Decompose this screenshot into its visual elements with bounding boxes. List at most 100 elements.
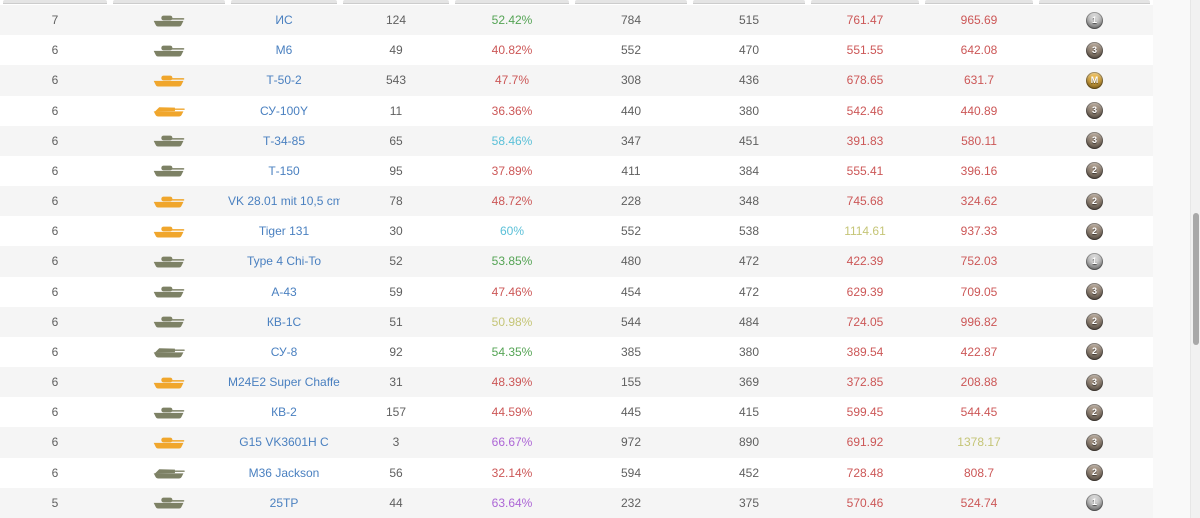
rating2-value: 996.82 <box>960 314 998 329</box>
winrate-value: 47.46% <box>491 284 533 299</box>
tank-name-link[interactable]: Tiger 131 <box>258 224 310 239</box>
battles-value: 52 <box>389 254 403 269</box>
tier-value: 6 <box>51 465 59 480</box>
stat1-value: 155 <box>620 375 642 390</box>
mastery-badge-icon: 2 <box>1086 403 1103 421</box>
tank-name-link[interactable]: Т-34-85 <box>262 133 306 148</box>
column-header-stat1[interactable] <box>575 0 687 4</box>
winrate-value: 60% <box>499 224 525 239</box>
stat1-value: 454 <box>620 284 642 299</box>
mastery-badge-icon: 2 <box>1086 464 1103 482</box>
battles-value: 95 <box>389 163 403 178</box>
mastery-badge-icon: M <box>1086 71 1103 89</box>
rating2-value: 422.87 <box>960 344 998 359</box>
winrate-value: 50.98% <box>491 314 533 329</box>
rating1-value: 391.83 <box>846 133 884 148</box>
stat2-value: 348 <box>738 194 760 209</box>
column-header-winrate[interactable] <box>455 0 569 4</box>
rating2-value: 642.08 <box>960 43 998 58</box>
stat1-value: 552 <box>620 224 642 239</box>
tier-value: 6 <box>51 73 59 88</box>
rating1-value: 691.92 <box>846 435 884 450</box>
table-row: 6 M24E2 Super Chaffee 31 48.39% 155 369 … <box>0 367 1153 398</box>
tank-name-link[interactable]: VK 28.01 mit 10,5 cm L/28 <box>228 194 340 209</box>
tank-name-link[interactable]: ИС <box>275 13 293 28</box>
battles-value: 31 <box>389 375 403 390</box>
rating2-value: 965.69 <box>960 13 998 28</box>
tank-name-link[interactable]: Т-50-2 <box>266 73 302 88</box>
table-row: 6 СУ-8 92 54.35% 385 380 389.54 422.87 <box>0 337 1153 367</box>
tank-name-link[interactable]: СУ-8 <box>270 344 298 359</box>
tier-value: 6 <box>51 43 59 58</box>
tank-silhouette-icon <box>110 495 228 510</box>
battles-value: 30 <box>389 224 403 239</box>
stat1-value: 784 <box>620 13 642 28</box>
mastery-badge-icon: 1 <box>1086 252 1103 270</box>
tank-name-link[interactable]: G15 VK3601H C <box>239 435 329 450</box>
battles-value: 65 <box>389 133 403 148</box>
column-header-battles[interactable] <box>343 0 449 4</box>
winrate-value: 52.42% <box>491 13 533 28</box>
table-row: 6 КВ-1С 51 50.98% 544 484 724.05 996.82 <box>0 306 1153 337</box>
tank-name-link[interactable]: Type 4 Chi-To <box>246 254 322 269</box>
table-row: 7 ИС 124 52.42% 784 515 761.47 965.69 <box>0 5 1153 36</box>
stat1-value: 347 <box>620 133 642 148</box>
table-row: 6 A-43 59 47.46% 454 472 629.39 709.05 <box>0 277 1153 307</box>
tank-name-link[interactable]: A-43 <box>271 284 297 299</box>
tank-name-link[interactable]: КВ-1С <box>266 314 302 329</box>
stat2-value: 415 <box>738 405 760 420</box>
rating1-value: 678.65 <box>846 73 884 88</box>
column-header-stat2[interactable] <box>693 0 805 4</box>
tank-silhouette-icon <box>110 375 228 390</box>
tank-name-link[interactable]: Т-150 <box>268 163 300 178</box>
column-header-tier[interactable] <box>3 0 107 4</box>
rating1-value: 761.47 <box>846 13 884 28</box>
mastery-badge-icon: 2 <box>1086 313 1103 331</box>
stat1-value: 440 <box>620 103 642 118</box>
column-header-rating2[interactable] <box>925 0 1033 4</box>
tank-name-link[interactable]: M24E2 Super Chaffee <box>228 375 340 390</box>
column-header-icon[interactable] <box>113 0 225 4</box>
table-row: 6 Tiger 131 30 60% 552 538 1114.61 937.3… <box>0 216 1153 246</box>
tank-name-link[interactable]: 25TP <box>269 495 299 510</box>
rating1-value: 551.55 <box>846 43 884 58</box>
tier-value: 6 <box>51 375 59 390</box>
rating1-value: 389.54 <box>846 344 884 359</box>
battles-value: 51 <box>389 314 403 329</box>
table-row: 6 M36 Jackson 56 32.14% 594 452 728.48 8… <box>0 458 1153 488</box>
mastery-badge-icon: 3 <box>1086 102 1103 120</box>
scrollbar-thumb[interactable] <box>1193 213 1199 345</box>
stat1-value: 385 <box>620 344 642 359</box>
column-header-rating1[interactable] <box>811 0 919 4</box>
tank-name-link[interactable]: М6 <box>275 43 293 58</box>
stat1-value: 228 <box>620 194 642 209</box>
rating1-value: 728.48 <box>846 465 884 480</box>
rating2-value: 631.7 <box>963 73 995 88</box>
tank-name-link[interactable]: M36 Jackson <box>248 465 320 480</box>
stat1-value: 544 <box>620 314 642 329</box>
tier-value: 6 <box>51 405 59 420</box>
column-header-badge[interactable] <box>1039 0 1150 4</box>
tank-name-link[interactable]: СУ-100Y <box>260 103 308 118</box>
rating2-value: 1378.17 <box>957 435 1001 450</box>
mastery-badge-icon: 2 <box>1086 162 1103 180</box>
table-row: 6 КВ-2 157 44.59% 445 415 599.45 544.45 <box>0 397 1153 427</box>
battles-value: 11 <box>389 103 403 118</box>
winrate-value: 54.35% <box>491 344 533 359</box>
rating2-value: 752.03 <box>960 254 998 269</box>
tank-silhouette-icon <box>110 163 228 178</box>
table-row: 6 Type 4 Chi-To 52 53.85% 480 472 422.39… <box>0 246 1153 277</box>
stat2-value: 890 <box>738 435 760 450</box>
rating2-value: 808.7 <box>963 465 995 480</box>
rating2-value: 709.05 <box>960 284 998 299</box>
table-body: 7 ИС 124 52.42% 784 515 761.47 965.69 <box>0 5 1153 518</box>
column-header-name[interactable] <box>231 0 337 4</box>
scrollbar-track[interactable] <box>1190 0 1200 518</box>
tank-name-link[interactable]: КВ-2 <box>271 405 297 420</box>
tier-value: 6 <box>51 344 59 359</box>
stat2-value: 470 <box>738 43 760 58</box>
stat2-value: 369 <box>738 375 760 390</box>
table-row: 6 СУ-100Y 11 36.36% 440 380 542.46 440.8… <box>0 96 1153 126</box>
tier-value: 6 <box>51 133 59 148</box>
